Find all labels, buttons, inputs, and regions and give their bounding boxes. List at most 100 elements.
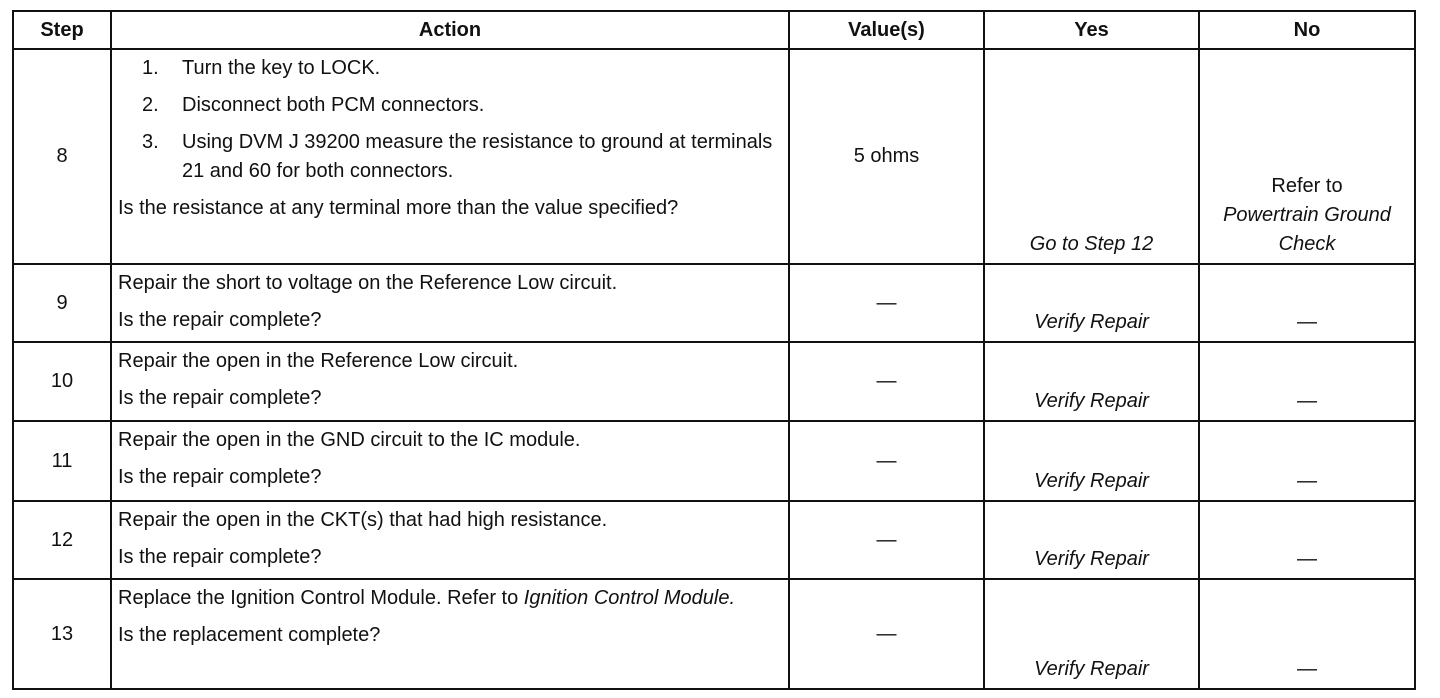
numbered-item: 3. Using DVM J 39200 measure the resistan… — [118, 128, 782, 186]
action-italic-text: Ignition Control Module. — [523, 587, 736, 609]
item-number: 1. — [142, 57, 159, 79]
table-row: 12 Repair the open in the CKT(s) that had… — [12, 500, 1416, 580]
action-paragraph: Is the repair complete? — [118, 306, 782, 335]
action-text: Is the repair complete? — [118, 387, 322, 409]
value-text: — — [876, 449, 897, 472]
value-text: 5 ohms — [853, 145, 920, 167]
table-header: Step Action Value(s) Yes No — [12, 10, 1416, 50]
step-number: 11 — [51, 449, 73, 472]
header-text: Step — [40, 18, 84, 41]
cell-text: — — [1297, 658, 1317, 680]
cell-italic-text: Verify Repair — [1034, 548, 1149, 570]
yes-cell: Verify Repair — [983, 500, 1200, 580]
action-paragraph: Is the repair complete? — [118, 384, 782, 413]
value-text: — — [876, 622, 897, 645]
header-text: Value(s) — [848, 18, 925, 41]
action-cell: Repair the open in the CKT(s) that had h… — [110, 500, 790, 580]
cell-text: Refer to — [1271, 175, 1343, 197]
action-paragraph: Is the repair complete? — [118, 463, 782, 492]
item-text: Turn the key to LOCK. — [182, 57, 381, 79]
value-cell: — — [788, 578, 985, 690]
action-cell: Repair the short to voltage on the Refer… — [110, 263, 790, 343]
step-number: 13 — [50, 622, 74, 645]
header-cell: Action — [110, 10, 790, 50]
step-number: 8 — [56, 145, 68, 167]
value-cell: — — [788, 263, 985, 343]
cell-text: — — [1297, 470, 1317, 492]
step-cell: 12 — [12, 500, 112, 580]
yes-cell: Verify Repair — [983, 341, 1200, 422]
item-text: Using DVM J 39200 measure the resistance… — [182, 131, 773, 182]
header-cell: Yes — [983, 10, 1200, 50]
no-cell: — — [1198, 578, 1416, 690]
action-cell: Repair the open in the Reference Low cir… — [110, 341, 790, 422]
action-text: Repair the open in the CKT(s) that had h… — [118, 509, 608, 531]
numbered-item: 1. Turn the key to LOCK. — [118, 54, 782, 83]
no-cell: — — [1198, 500, 1416, 580]
item-text: Disconnect both PCM connectors. — [182, 94, 485, 116]
table-row: 8 1. Turn the key to LOCK. 2. Disconnect bot… — [12, 48, 1416, 265]
action-paragraph: Repair the open in the Reference Low cir… — [118, 347, 782, 376]
action-paragraph: Is the resistance at any terminal more t… — [118, 194, 782, 223]
yes-cell: Verify Repair — [983, 420, 1200, 502]
value-cell: 5 ohms — [788, 48, 985, 265]
header-text: Action — [418, 18, 482, 41]
header-cell: Value(s) — [788, 10, 985, 50]
action-paragraph: Repair the open in the CKT(s) that had h… — [118, 506, 782, 535]
action-text: Repair the open in the Reference Low cir… — [118, 350, 519, 372]
no-cell: — — [1198, 263, 1416, 343]
cell-text: — — [1297, 311, 1317, 333]
step-number: 12 — [50, 528, 74, 551]
yes-cell: Verify Repair — [983, 578, 1200, 690]
item-number: 3. — [142, 131, 159, 153]
diagnostic-table: Step Action Value(s) Yes No 8 1. Turn the key … — [12, 10, 1416, 690]
cell-italic-text: Verify Repair — [1034, 311, 1149, 333]
action-paragraph: Replace the Ignition Control Module. Ref… — [118, 584, 782, 613]
numbered-item: 2. Disconnect both PCM connectors. — [118, 91, 782, 120]
header-text: No — [1293, 18, 1321, 41]
step-cell: 8 — [12, 48, 112, 265]
yes-cell: Go to Step 12 — [983, 48, 1200, 265]
value-cell: — — [788, 341, 985, 422]
step-cell: 11 — [12, 420, 112, 502]
action-text: Is the repair complete? — [118, 309, 322, 331]
header-cell: Step — [12, 10, 112, 50]
action-text: Is the replacement complete? — [118, 624, 381, 646]
value-cell: — — [788, 500, 985, 580]
no-cell: Refer to Powertrain Ground Check — [1198, 48, 1416, 265]
header-row: Step Action Value(s) Yes No — [12, 10, 1416, 50]
cell-text: — — [1297, 548, 1317, 570]
action-cell: 1. Turn the key to LOCK. 2. Disconnect both… — [110, 48, 790, 265]
step-number: 9 — [56, 291, 68, 314]
action-cell: Replace the Ignition Control Module. Ref… — [110, 578, 790, 690]
cell-italic-text: Verify Repair — [1034, 390, 1149, 412]
table-row: 10 Repair the open in the Reference Low c… — [12, 341, 1416, 422]
action-text: Replace the Ignition Control Module. Ref… — [118, 587, 519, 609]
table-row: 11 Repair the open in the GND circuit to … — [12, 420, 1416, 502]
action-paragraph: Repair the short to voltage on the Refer… — [118, 269, 782, 298]
action-text: Is the repair complete? — [118, 466, 322, 488]
item-number: 2. — [142, 94, 159, 116]
header-cell: No — [1198, 10, 1416, 50]
cell-italic-text: Powertrain Ground Check — [1223, 204, 1391, 255]
action-text: Repair the open in the GND circuit to th… — [118, 429, 581, 451]
step-cell: 13 — [12, 578, 112, 690]
value-text: — — [876, 528, 897, 551]
value-text: — — [876, 370, 897, 392]
step-cell: 9 — [12, 263, 112, 343]
value-text: — — [876, 291, 897, 314]
action-text: Is the resistance at any terminal more t… — [118, 197, 679, 219]
step-cell: 10 — [12, 341, 112, 422]
action-paragraph: Is the replacement complete? — [118, 621, 782, 650]
action-paragraph: Is the repair complete? — [118, 543, 782, 572]
no-cell: — — [1198, 341, 1416, 422]
cell-italic-text: Verify Repair — [1034, 470, 1149, 492]
table-body: 8 1. Turn the key to LOCK. 2. Disconnect bot… — [12, 48, 1416, 690]
action-cell: Repair the open in the GND circuit to th… — [110, 420, 790, 502]
action-paragraph: Repair the open in the GND circuit to th… — [118, 426, 782, 455]
table-row: 9 Repair the short to voltage on the Refe… — [12, 263, 1416, 343]
cell-italic-text: Verify Repair — [1034, 658, 1149, 680]
cell-text: — — [1297, 390, 1317, 412]
header-text: Yes — [1074, 18, 1109, 41]
